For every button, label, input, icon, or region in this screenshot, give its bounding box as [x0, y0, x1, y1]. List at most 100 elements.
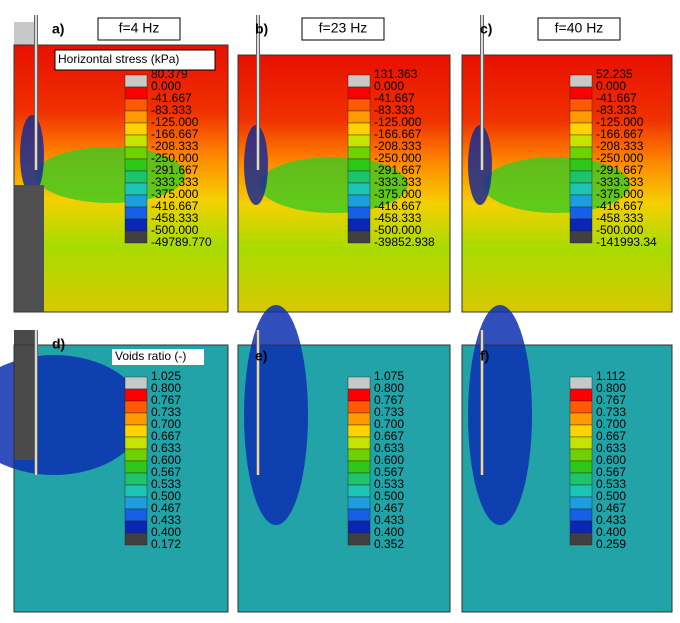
legend-level: 0.533: [151, 477, 181, 491]
legend-swatch: [347, 86, 371, 100]
legend-level: 0.667: [374, 429, 404, 443]
legend-swatch: [347, 158, 371, 172]
legend-swatch: [569, 218, 593, 232]
legend-level: 0.433: [374, 513, 404, 527]
legend-level: -208.333: [151, 139, 199, 153]
legend-swatch: [569, 436, 593, 450]
legend-swatch: [347, 484, 371, 498]
legend-swatch: [124, 170, 148, 184]
legend-level: -125.000: [596, 115, 644, 129]
legend-swatch: [569, 230, 593, 244]
legend-swatch: [569, 158, 593, 172]
legend-level: 0.259: [596, 537, 626, 551]
legend-level: 0.667: [151, 429, 181, 443]
panel-label: f): [480, 348, 489, 364]
legend-level: 52.235: [596, 67, 633, 81]
field-zone: [244, 305, 308, 525]
panel-title: f=4 Hz: [119, 20, 160, 36]
legend-level: -375.000: [151, 187, 199, 201]
legend-level: 0.600: [151, 453, 181, 467]
legend-swatch: [569, 110, 593, 124]
panel-label: a): [52, 21, 64, 37]
legend-level: 0.500: [596, 489, 626, 503]
legend-swatch: [347, 448, 371, 462]
legend-level: -250.000: [151, 151, 199, 165]
legend-level: -458.333: [596, 211, 644, 225]
legend-level: -500.000: [151, 223, 199, 237]
legend-swatch: [347, 532, 371, 546]
legend-level: 0.400: [374, 525, 404, 539]
legend-level: -375.000: [374, 187, 422, 201]
legend-level: 0.600: [596, 453, 626, 467]
legend-level: 0.633: [596, 441, 626, 455]
legend-swatch: [569, 520, 593, 534]
legend-level: -166.667: [151, 127, 199, 141]
legend-swatch: [347, 134, 371, 148]
legend-level: -333.333: [596, 175, 644, 189]
legend-swatch: [347, 110, 371, 124]
legend-level: -166.667: [374, 127, 422, 141]
legend-level: -291.667: [151, 163, 199, 177]
legend-level: -41.667: [596, 91, 637, 105]
legend-swatch: [124, 206, 148, 220]
legend-level: 0.733: [596, 405, 626, 419]
legend-level: 0.800: [151, 381, 181, 395]
legend-level: 0.767: [151, 393, 181, 407]
legend-swatch: [124, 98, 148, 112]
legend-swatch: [569, 388, 593, 402]
legend-swatch: [124, 146, 148, 160]
legend-swatch: [569, 508, 593, 522]
legend-swatch: [347, 436, 371, 450]
legend-level: 131.363: [374, 67, 418, 81]
legend-swatch: [347, 74, 371, 88]
legend-swatch: [569, 182, 593, 196]
legend-level: -250.000: [596, 151, 644, 165]
legend-level: -208.333: [374, 139, 422, 153]
legend-swatch: [569, 532, 593, 546]
legend-level: 0.733: [151, 405, 181, 419]
legend-level: 0.567: [596, 465, 626, 479]
legend-level: -375.000: [596, 187, 644, 201]
title-box: [537, 17, 621, 41]
legend-swatch: [347, 146, 371, 160]
legend-level: 0.467: [374, 501, 404, 515]
legend-level: 0.400: [151, 525, 181, 539]
field-zone: [14, 22, 34, 45]
legend-swatch: [569, 376, 593, 390]
legend-swatch: [124, 472, 148, 486]
title-box: [301, 17, 385, 41]
legend-swatch: [124, 436, 148, 450]
legend-level: 0.633: [374, 441, 404, 455]
legend-swatch: [347, 218, 371, 232]
legend-title-box: [54, 49, 216, 71]
field-zone: [14, 185, 44, 312]
legend-level: -416.667: [374, 199, 422, 213]
legend-level: 0.567: [374, 465, 404, 479]
legend-level: 0.000: [596, 79, 626, 93]
legend-swatch: [124, 122, 148, 136]
legend-level: -250.000: [374, 151, 422, 165]
legend-level: -39852.938: [374, 235, 435, 249]
legend-level: 0.352: [374, 537, 404, 551]
legend-level: 0.467: [151, 501, 181, 515]
legend-swatch: [569, 400, 593, 414]
legend-swatch: [347, 508, 371, 522]
legend-swatch: [124, 110, 148, 124]
panel-frame: [461, 344, 673, 613]
legend-level: 0.500: [374, 489, 404, 503]
legend-level: -416.667: [151, 199, 199, 213]
legend-level: -333.333: [151, 175, 199, 189]
legend-swatch: [124, 74, 148, 88]
legend-level: 0.800: [374, 381, 404, 395]
legend-swatch: [569, 170, 593, 184]
legend-swatch: [569, 98, 593, 112]
legend-level: 0.700: [596, 417, 626, 431]
legend-swatch: [569, 74, 593, 88]
panel-label: e): [255, 348, 267, 364]
legend-swatch: [124, 484, 148, 498]
legend-level: 0.533: [596, 477, 626, 491]
legend-level: -125.000: [374, 115, 422, 129]
legend-level: -41.667: [374, 91, 415, 105]
legend-level: 0.733: [374, 405, 404, 419]
